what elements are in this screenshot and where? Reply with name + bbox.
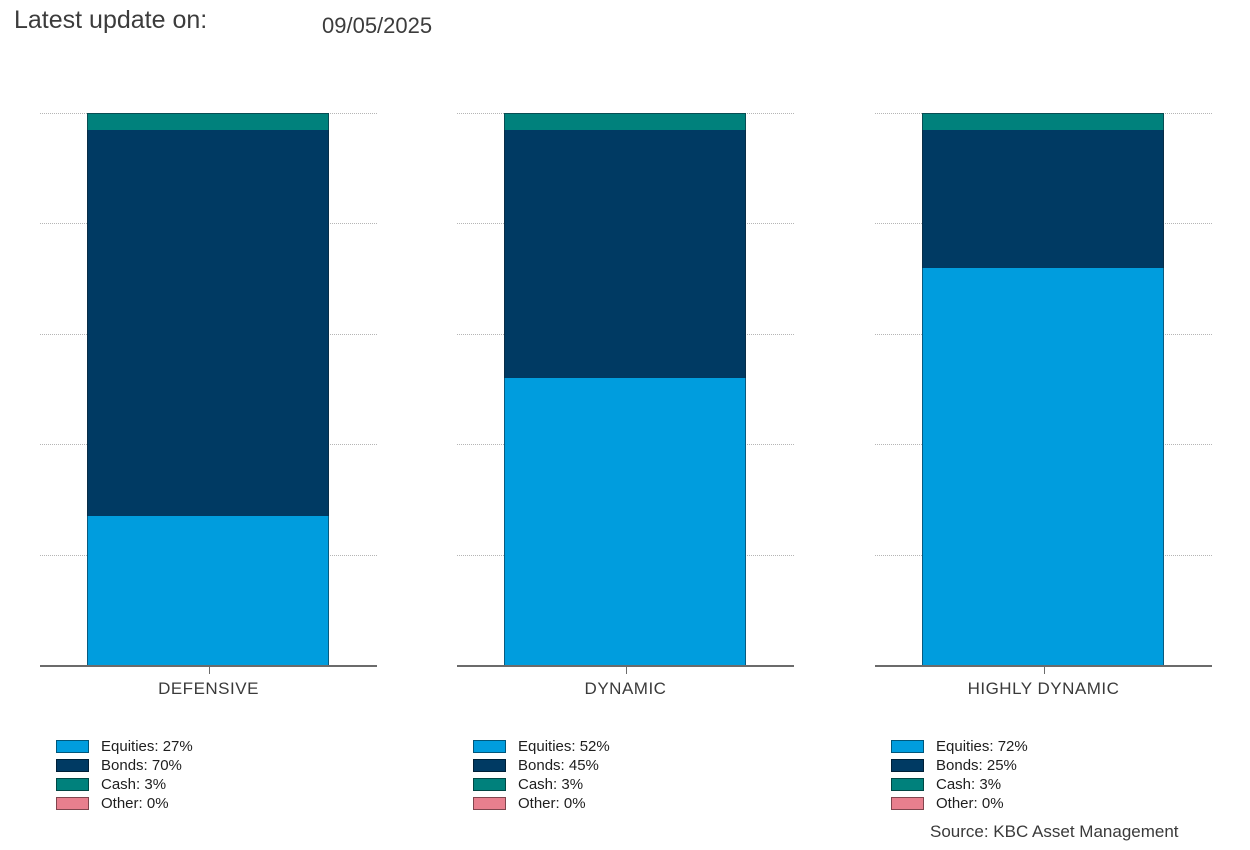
- legend: Equities: 27% Bonds: 70% Cash: 3% Other: 0%: [56, 737, 193, 813]
- bar-segment-equities: [87, 515, 329, 665]
- legend-label: Cash: 3%: [518, 776, 584, 793]
- legend-swatch-equities: [891, 740, 924, 753]
- bar-segment-bonds: [922, 129, 1164, 268]
- legend-swatch-cash: [891, 778, 924, 791]
- bar-segment-bonds: [87, 129, 329, 516]
- chart-highly-dynamic: HIGHLY DYNAMIC Equities: 72% Bonds: 25% Ca…: [875, 113, 1212, 850]
- plot-area: [457, 113, 794, 674]
- bar-segment-cash: [922, 113, 1164, 130]
- category-label: DEFENSIVE: [158, 679, 259, 698]
- legend-item-equities: Equities: 72%: [891, 737, 1028, 756]
- legend-swatch-bonds: [891, 759, 924, 772]
- legend-item-bonds: Bonds: 45%: [473, 756, 610, 775]
- legend-item-equities: Equities: 52%: [473, 737, 610, 756]
- legend-swatch-cash: [473, 778, 506, 791]
- source-credit: Source: KBC Asset Management: [930, 822, 1179, 841]
- bar-segment-cash: [87, 113, 329, 130]
- legend-item-bonds: Bonds: 25%: [891, 756, 1028, 775]
- legend: Equities: 52% Bonds: 45% Cash: 3% Other: 0%: [473, 737, 610, 813]
- update-date: 09/05/2025: [322, 13, 433, 38]
- legend-swatch-other: [891, 797, 924, 810]
- bar-segment-bonds: [504, 129, 746, 378]
- legend-item-other: Other: 0%: [473, 794, 610, 813]
- legend-label: Bonds: 70%: [101, 757, 182, 774]
- legend-item-other: Other: 0%: [891, 794, 1028, 813]
- plot-area: [875, 113, 1212, 674]
- legend-label: Equities: 72%: [936, 738, 1028, 755]
- bar-segment-equities: [504, 377, 746, 665]
- legend-item-cash: Cash: 3%: [473, 775, 610, 794]
- legend-item-bonds: Bonds: 70%: [56, 756, 193, 775]
- bar-segment-equities: [922, 267, 1164, 665]
- x-axis-tick: [625, 667, 627, 674]
- category-label: HIGHLY DYNAMIC: [967, 679, 1120, 698]
- chart-dynamic: DYNAMIC Equities: 52% Bonds: 45% Cash: 3% O…: [457, 113, 794, 850]
- legend-swatch-cash: [56, 778, 89, 791]
- header: Latest update on: 09/05/2025: [0, 0, 1250, 60]
- stacked-bar: [922, 113, 1164, 665]
- legend-label: Other: 0%: [936, 795, 1004, 812]
- legend-swatch-other: [473, 797, 506, 810]
- legend: Equities: 72% Bonds: 25% Cash: 3% Other: 0%: [891, 737, 1028, 813]
- x-axis-tick: [208, 667, 210, 674]
- legend-label: Other: 0%: [101, 795, 169, 812]
- legend-label: Cash: 3%: [101, 776, 167, 793]
- legend-item-other: Other: 0%: [56, 794, 193, 813]
- legend-swatch-equities: [473, 740, 506, 753]
- legend-label: Bonds: 45%: [518, 757, 599, 774]
- legend-label: Equities: 52%: [518, 738, 610, 755]
- bar-segment-cash: [504, 113, 746, 130]
- legend-swatch-bonds: [473, 759, 506, 772]
- category-label: DYNAMIC: [584, 679, 667, 698]
- page-title: Latest update on:: [14, 6, 208, 34]
- legend-item-cash: Cash: 3%: [891, 775, 1028, 794]
- legend-item-equities: Equities: 27%: [56, 737, 193, 756]
- stacked-bar: [87, 113, 329, 665]
- legend-label: Other: 0%: [518, 795, 586, 812]
- legend-swatch-other: [56, 797, 89, 810]
- legend-label: Equities: 27%: [101, 738, 193, 755]
- legend-label: Bonds: 25%: [936, 757, 1017, 774]
- plot-area: [40, 113, 377, 674]
- x-axis-tick: [1043, 667, 1045, 674]
- legend-item-cash: Cash: 3%: [56, 775, 193, 794]
- legend-swatch-bonds: [56, 759, 89, 772]
- chart-defensive: DEFENSIVE Equities: 27% Bonds: 70% Cash: 3…: [40, 113, 377, 850]
- legend-label: Cash: 3%: [936, 776, 1002, 793]
- stacked-bar: [504, 113, 746, 665]
- legend-swatch-equities: [56, 740, 89, 753]
